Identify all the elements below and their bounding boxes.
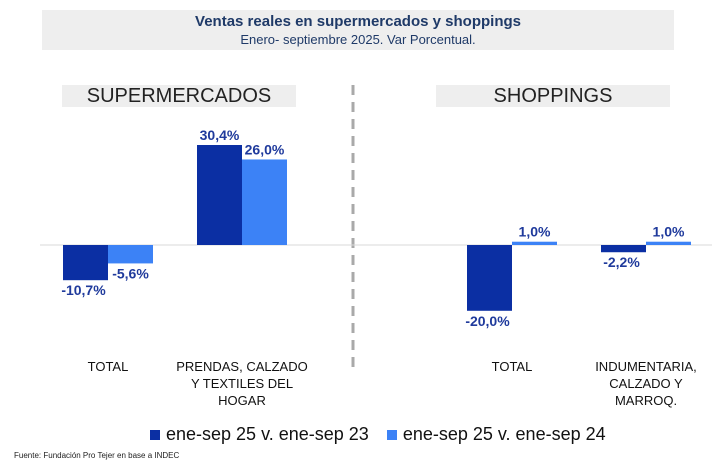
category-label-4: INDUMENTARIA, CALZADO Y MARROQ. (571, 358, 717, 409)
category-label-line: MARROQ. (614, 393, 678, 408)
data-label-series2-cat3: 1,0% (519, 224, 551, 240)
category-label-line: TOTAL (491, 359, 533, 374)
legend-label-series-2: ene-sep 25 v. ene-sep 24 (402, 424, 606, 444)
legend-item-series-1: ene-sep 25 v. ene-sep 23 (150, 424, 369, 445)
section-label-shoppings: SHOPPINGS (436, 85, 670, 107)
bar-series1-cat1 (63, 245, 108, 281)
category-label-line: PRENDAS, CALZADO (176, 359, 308, 374)
data-label-series1-cat1: -10,7% (61, 282, 106, 298)
category-label-2: PRENDAS, CALZADO Y TEXTILES DEL HOGAR (167, 358, 317, 409)
legend: ene-sep 25 v. ene-sep 23 ene-sep 25 v. e… (150, 424, 606, 445)
bar-series2-cat1 (108, 245, 153, 264)
data-label-series1-cat3: -20,0% (465, 313, 510, 329)
data-label-series2-cat4: 1,0% (653, 224, 685, 240)
data-label-series2-cat1: -5,6% (112, 265, 149, 281)
bar-series2-cat3 (512, 241, 557, 245)
legend-item-series-2: ene-sep 25 v. ene-sep 24 (386, 424, 606, 445)
category-label-line: CALZADO Y (609, 376, 683, 391)
chart-title: Ventas reales en supermercados y shoppin… (195, 13, 521, 30)
source-note: Fuente: Fundación Pro Tejer en base a IN… (14, 451, 180, 460)
category-label-1: TOTAL (33, 358, 183, 375)
category-label-line: TOTAL (87, 359, 129, 374)
bar-series2-cat4 (646, 241, 691, 245)
data-label-series1-cat4: -2,2% (603, 254, 640, 270)
category-label-line: INDUMENTARIA, (595, 359, 697, 374)
bar-series1-cat4 (601, 245, 646, 253)
legend-swatch-series-2 (386, 429, 397, 440)
section-label-supermercados: SUPERMERCADOS (62, 85, 296, 107)
category-label-line: HOGAR (218, 393, 266, 408)
title-box: Ventas reales en supermercados y shoppin… (42, 10, 674, 50)
bar-series1-cat2 (197, 145, 242, 245)
chart-subtitle: Enero- septiembre 2025. Var Porcentual. (240, 32, 476, 47)
category-label-3: TOTAL (437, 358, 587, 375)
data-label-series2-cat2: 26,0% (245, 141, 285, 157)
bar-series2-cat2 (242, 159, 287, 245)
category-label-line: Y TEXTILES DEL (190, 376, 294, 391)
data-label-series1-cat2: 30,4% (200, 127, 240, 143)
bar-series1-cat3 (467, 245, 512, 311)
legend-swatch-series-1 (150, 429, 160, 440)
legend-label-series-1: ene-sep 25 v. ene-sep 23 (166, 424, 369, 444)
